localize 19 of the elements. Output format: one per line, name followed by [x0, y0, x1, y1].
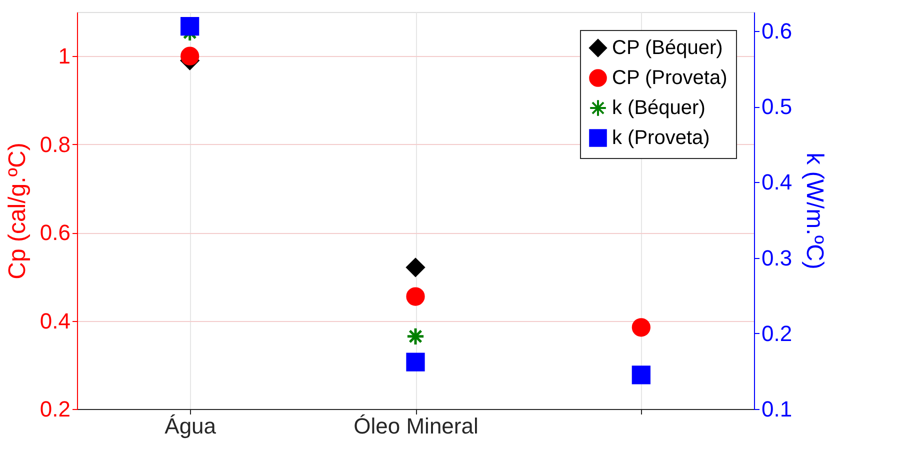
y2-tick-label: 0.3: [762, 245, 792, 270]
y2-tick-label: 0.2: [762, 320, 792, 346]
legend-label: k (Béquer): [612, 97, 706, 119]
legend-label: k (Proveta): [612, 127, 710, 149]
y-tick-label: 0.8: [40, 132, 70, 157]
y2-axis-title: k (W/m.ºC): [801, 152, 828, 270]
x-tick-label: Água: [164, 414, 217, 438]
y-tick-label: 0.6: [40, 220, 70, 246]
y2-tick-label: 0.4: [762, 170, 792, 195]
legend-label: CP (Proveta): [612, 67, 728, 89]
y2-tick-label: 0.5: [762, 94, 792, 120]
y-tick-label: 1: [58, 44, 70, 69]
legend-label: CP (Béquer): [612, 37, 723, 59]
y-tick-label: 0.4: [40, 308, 70, 334]
x-tick-label: Óleo Mineral: [354, 414, 478, 438]
y-axis-title: Cp (cal/g.ºC): [4, 142, 31, 280]
y2-tick-label: 0.1: [762, 396, 792, 422]
y2-tick-label: 0.6: [762, 18, 792, 44]
y-tick-label: 0.2: [40, 396, 70, 422]
